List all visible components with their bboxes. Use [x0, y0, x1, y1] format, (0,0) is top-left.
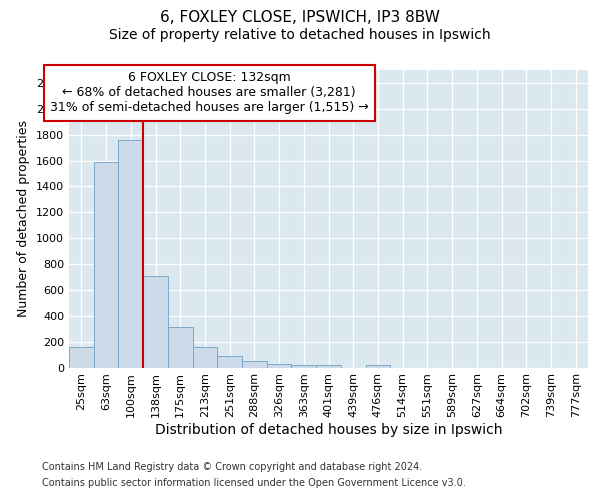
Bar	[365, 365, 390, 368]
Bar	[168, 327, 193, 368]
Text: 6, FOXLEY CLOSE, IPSWICH, IP3 8BW: 6, FOXLEY CLOSE, IPSWICH, IP3 8BW	[160, 10, 440, 25]
Text: Contains public sector information licensed under the Open Government Licence v3: Contains public sector information licen…	[42, 478, 466, 488]
Bar	[69, 347, 94, 368]
Bar	[193, 347, 217, 368]
Bar	[292, 365, 316, 368]
Text: 6 FOXLEY CLOSE: 132sqm
← 68% of detached houses are smaller (3,281)
31% of semi-: 6 FOXLEY CLOSE: 132sqm ← 68% of detached…	[50, 72, 368, 114]
Text: Size of property relative to detached houses in Ipswich: Size of property relative to detached ho…	[109, 28, 491, 42]
X-axis label: Distribution of detached houses by size in Ipswich: Distribution of detached houses by size …	[155, 423, 502, 437]
Bar	[217, 356, 242, 368]
Bar	[316, 365, 341, 368]
Bar	[143, 276, 168, 368]
Bar	[118, 140, 143, 368]
Bar	[94, 162, 118, 368]
Y-axis label: Number of detached properties: Number of detached properties	[17, 120, 31, 318]
Bar	[267, 364, 292, 368]
Bar	[242, 361, 267, 368]
Text: Contains HM Land Registry data © Crown copyright and database right 2024.: Contains HM Land Registry data © Crown c…	[42, 462, 422, 472]
